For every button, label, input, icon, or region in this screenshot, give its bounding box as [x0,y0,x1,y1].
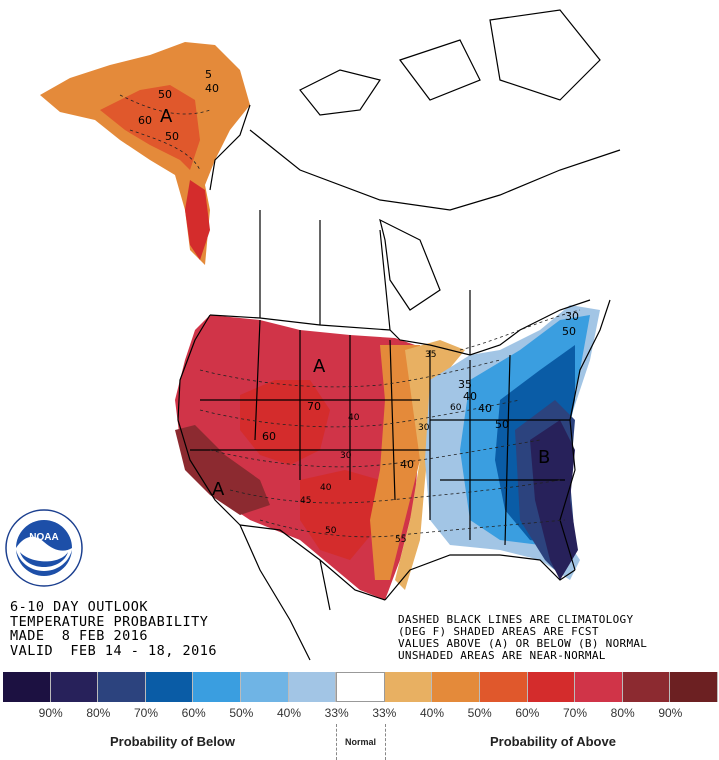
climo-label: 50 [495,418,509,431]
climo-label: 30 [565,310,579,323]
label-above-alaska: A [160,106,173,127]
legend-tick-label: 50% [467,706,492,720]
alaska-above-region [40,42,250,265]
climo-label: 70 [307,400,321,413]
climo-label: 60 [262,430,276,443]
climatology-note: DASHED BLACK LINES ARE CLIMATOLOGY (DEG F… [398,614,647,662]
southwest-90-region [175,425,270,515]
legend-tick-label: 33% [372,706,397,720]
legend-tick-label: 60% [181,706,206,720]
legend-tick-label: 80% [86,706,111,720]
canada-provinces [259,210,471,355]
legend-swatch [622,672,671,702]
climo-label: 45 [300,496,311,506]
climo-label: 40 [463,390,477,403]
note-line: DASHED BLACK LINES ARE CLIMATOLOGY [398,613,634,626]
us-states [190,319,570,546]
legend-tick-label: 70% [562,706,588,720]
normal-divider-right [385,724,386,760]
legend-swatch [98,672,146,702]
mexico-outline [239,524,331,661]
plains-40-region [395,340,465,590]
climo-label: 35 [458,378,472,391]
climo-label: 30 [418,423,430,433]
legend-swatch [3,672,51,702]
noaa-logo: NOAA [5,509,83,587]
climo-label: 30 [340,451,352,461]
legend-swatch [50,672,99,702]
hudson-bay [379,218,441,311]
climo-label: 40 [205,82,219,95]
arctic-islands [299,9,601,116]
caption-title: 6-10 DAY OUTLOOK [10,599,149,615]
west-coast [177,314,241,526]
legend-tick-label: 50% [229,706,254,720]
climo-label: 50 [325,526,337,536]
climo-label: 40 [348,413,360,423]
climo-label: 50 [562,325,576,338]
noaa-logo-text: NOAA [29,532,58,543]
legend-swatch [336,672,385,702]
legend-swatch [670,672,718,702]
label-above-plains: A [313,356,326,377]
legend-below-label: Probability of Below [110,734,235,749]
note-line: (DEG F) SHADED AREAS ARE FCST [398,625,599,638]
legend-tick-label: 70% [133,706,159,720]
note-line: UNSHADED AREAS ARE NEAR-NORMAL [398,649,606,662]
legend-normal-label: Normal [345,737,377,747]
caption-subtitle: TEMPERATURE PROBABILITY [10,613,209,630]
legend-tick-label: 90% [38,706,63,720]
legend-above-label: Probability of Above [490,734,616,749]
forecast-map: A A A B 5 40 50 60 50 70 60 30 40 45 55 … [40,9,621,661]
legend-swatch [527,672,576,702]
label-above-southwest: A [212,479,225,500]
legend-swatch [240,672,289,702]
canada-us-border [209,299,591,356]
legend-ticks: 90% 80% 70% 60% 50% 40% 33% 33% 40% 50% 60% 70% 80% 9… [3,706,718,722]
legend-tick-label: 40% [276,706,302,720]
alaska-above-panhandle [185,180,210,260]
gulf-coast [384,554,576,601]
climo-label: 5 [205,68,212,81]
legend-swatch [575,672,623,702]
note-line: VALUES ABOVE (A) OR BELOW (B) NORMAL [398,637,648,650]
climo-label: 35 [425,350,436,360]
climo-label: 40 [400,458,414,471]
legend-tick-label: 33% [324,706,349,720]
canada-north [249,129,621,211]
legend-swatch [432,672,480,702]
climo-label: 60 [138,114,152,127]
legend-tick-label: 90% [658,706,683,720]
legend-swatch [193,672,241,702]
legend-swatch [288,672,337,702]
legend-tick-label: 80% [610,706,635,720]
climo-label: 40 [478,402,492,415]
caption-valid-dates: VALID FEB 14 - 18, 2016 [10,642,218,659]
normal-divider-left [336,724,337,760]
legend-tick-label: 40% [419,706,445,720]
climo-label: 40 [320,483,332,493]
legend-swatch [145,672,194,702]
legend-tick-label: 60% [515,706,540,720]
outlook-caption: 6-10 DAY OUTLOOK TEMPERATURE PROBABILITY M… [10,600,217,658]
alaska-above-inner [100,85,200,170]
climo-label: 60 [450,403,462,413]
legend-swatch [479,672,528,702]
alaska-border [209,104,251,191]
legend-swatch [384,672,433,702]
climo-label: 55 [395,535,406,545]
rockies-70-region [240,380,330,465]
texas-60-region [300,470,380,560]
climo-label: 50 [158,88,172,101]
caption-made-date: MADE 8 FEB 2016 [10,628,149,644]
legend-color-bar [3,672,718,702]
label-below-east: B [538,447,550,468]
climo-label: 50 [165,130,179,143]
